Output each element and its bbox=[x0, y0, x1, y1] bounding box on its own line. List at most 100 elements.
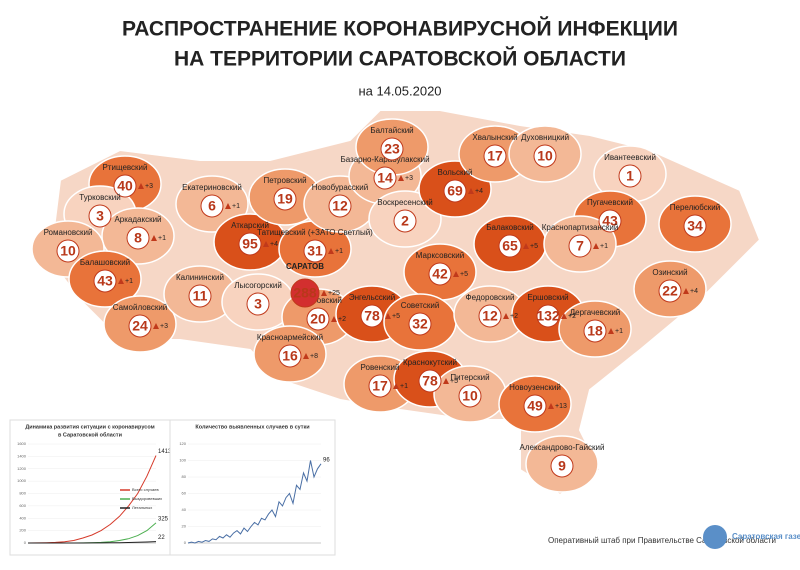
district-name: Татищевский (+ЗАТО Светлый) bbox=[257, 228, 373, 237]
district-name: Ртищевский bbox=[102, 163, 147, 172]
district-count: 3 bbox=[254, 296, 262, 312]
mini-chart: Динамика развития ситуации с коронавирус… bbox=[9, 419, 172, 556]
district-name: Саратовский bbox=[294, 296, 342, 305]
district-count: 12 bbox=[482, 308, 498, 324]
increment-arrow bbox=[561, 313, 567, 319]
district-count: 34 bbox=[687, 218, 703, 234]
y-tick-label: 60 bbox=[182, 491, 187, 496]
district-increment: +4 bbox=[475, 188, 483, 195]
count-badge bbox=[303, 239, 327, 263]
legend-label: Выздоровевших bbox=[132, 496, 162, 501]
increment-arrow bbox=[548, 403, 554, 409]
district-count: 10 bbox=[537, 148, 553, 164]
district-count: 20 bbox=[310, 311, 326, 327]
y-tick-label: 1000 bbox=[17, 478, 27, 483]
district-name: Новобурасский bbox=[312, 183, 369, 192]
increment-arrow bbox=[523, 243, 529, 249]
district-count: 43 bbox=[97, 273, 113, 289]
district-name: Духовницкий bbox=[521, 133, 569, 142]
series-line bbox=[187, 460, 322, 544]
district-increment: +4 bbox=[690, 288, 698, 295]
district-name: Романовский bbox=[44, 228, 93, 237]
district-increment: +13 bbox=[555, 403, 567, 410]
district-name: Перелюбский bbox=[670, 203, 720, 212]
district-count: 10 bbox=[60, 243, 76, 259]
district-increment: +25 bbox=[328, 290, 340, 297]
count-badge bbox=[583, 319, 607, 343]
district-name: Аткарский bbox=[231, 221, 269, 230]
increment-arrow bbox=[153, 323, 159, 329]
logo-icon bbox=[703, 525, 727, 549]
count-badge bbox=[126, 226, 150, 250]
increment-arrow bbox=[683, 288, 689, 294]
district-count: 43 bbox=[602, 213, 618, 229]
district-name: Воскресенский bbox=[377, 198, 433, 207]
date: на 14.05.2020 bbox=[358, 83, 441, 98]
district-count: 32 bbox=[412, 316, 428, 332]
district-name: Балашовский bbox=[80, 258, 130, 267]
district-name: Турковский bbox=[79, 193, 120, 202]
district-count: 17 bbox=[487, 148, 503, 164]
district-increment: +1 bbox=[158, 235, 166, 242]
title: НА ТЕРРИТОРИИ САРАТОВСКОЙ ОБЛАСТИ bbox=[174, 47, 626, 71]
count-badge bbox=[88, 204, 112, 228]
district-name: Балаковский bbox=[486, 223, 533, 232]
increment-arrow bbox=[331, 316, 337, 322]
y-tick-label: 800 bbox=[19, 491, 26, 496]
district-increment: +3 bbox=[405, 175, 413, 182]
count-badge bbox=[380, 137, 404, 161]
district-count: 12 bbox=[332, 198, 348, 214]
y-tick-label: 40 bbox=[182, 507, 187, 512]
district-name: Хвалынский bbox=[472, 133, 517, 142]
count-badge bbox=[533, 144, 557, 168]
district-count: 1 bbox=[626, 168, 634, 184]
count-badge bbox=[188, 284, 212, 308]
mini-chart: Количество выявленных случаев в сутки 0 20… bbox=[169, 419, 336, 556]
end-label: 22 bbox=[158, 535, 165, 541]
district-increment: +1 bbox=[600, 243, 608, 250]
count-badge bbox=[238, 232, 262, 256]
count-badge bbox=[443, 179, 467, 203]
district-count: 8 bbox=[134, 230, 142, 246]
count-badge bbox=[93, 269, 117, 293]
district-increment: +1 bbox=[125, 278, 133, 285]
district-count: 132 bbox=[536, 308, 560, 324]
district-name: Питерский bbox=[450, 373, 489, 382]
district-name: Озинский bbox=[652, 268, 687, 277]
district-increment: +3 bbox=[145, 183, 153, 190]
count-badge bbox=[618, 164, 642, 188]
district-increment: +8 bbox=[310, 353, 318, 360]
district-count: 23 bbox=[384, 141, 400, 157]
district-increment: +2 bbox=[338, 316, 346, 323]
district-name: Самойловский bbox=[113, 303, 168, 312]
district-name: Федоровский bbox=[466, 293, 515, 302]
count-badge bbox=[328, 194, 352, 218]
y-tick-label: 600 bbox=[19, 503, 26, 508]
district-count: 14 bbox=[377, 170, 393, 186]
district-count: 24 bbox=[132, 318, 148, 334]
count-badge bbox=[306, 307, 330, 331]
y-tick-label: 0 bbox=[184, 540, 187, 545]
increment-arrow bbox=[468, 188, 474, 194]
end-label: 1413 bbox=[158, 449, 172, 455]
increment-arrow bbox=[225, 203, 231, 209]
count-badge bbox=[373, 166, 397, 190]
increment-arrow bbox=[503, 313, 509, 319]
district-name: Александрово-Гайский bbox=[520, 443, 605, 452]
district-name: Марксовский bbox=[416, 251, 464, 260]
end-label: 96 bbox=[323, 457, 330, 463]
district-name: Красноармейский bbox=[257, 333, 323, 342]
district-count: 40 bbox=[117, 178, 133, 194]
district-increment: +3 bbox=[160, 323, 168, 330]
y-tick-label: 120 bbox=[179, 441, 186, 446]
district-increment: +5 bbox=[450, 378, 458, 385]
count-badge bbox=[568, 234, 592, 258]
district-count: 95 bbox=[242, 236, 258, 252]
legend-label: Всего случаев bbox=[132, 487, 159, 492]
count-badge bbox=[598, 209, 622, 233]
district-name: Петровский bbox=[263, 176, 306, 185]
district-name: Краснокутский bbox=[403, 358, 457, 367]
count-badge bbox=[658, 279, 682, 303]
